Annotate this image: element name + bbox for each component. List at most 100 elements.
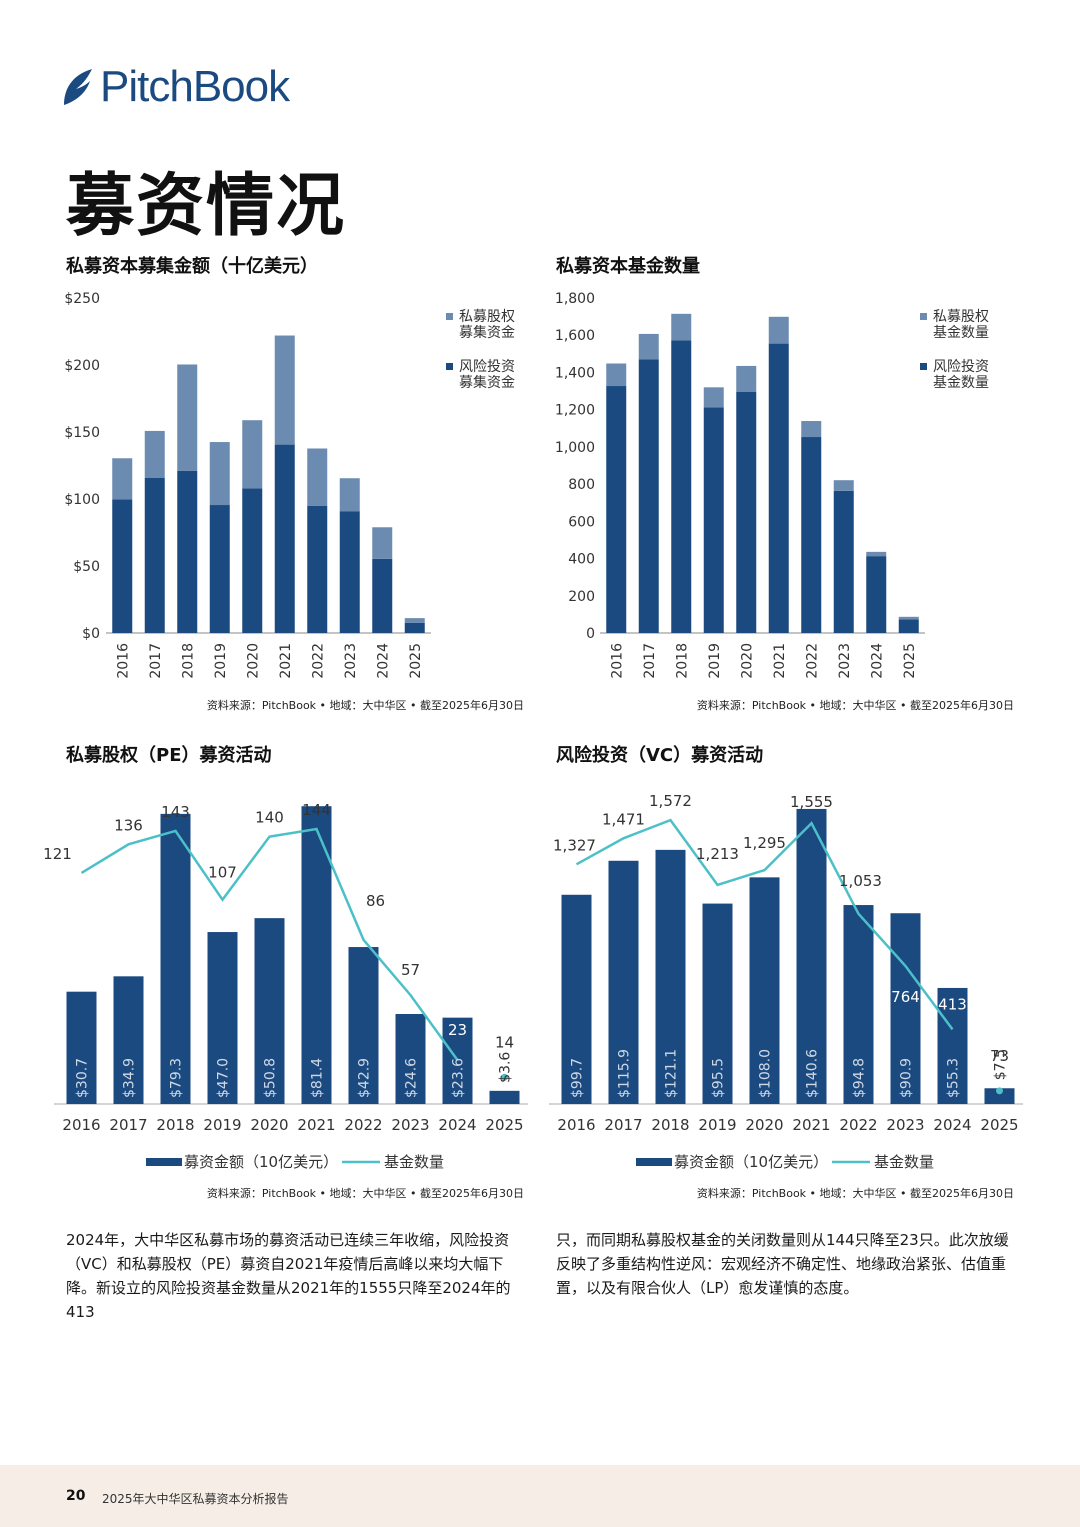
line-value-label: 86 — [366, 892, 385, 910]
bar-segment-vc — [177, 470, 198, 633]
y-tick-label: 1,200 — [555, 403, 595, 419]
bar — [749, 877, 780, 1104]
body-paragraph-left: 2024年，大中华区私募市场的募资活动已连续三年收缩，风险投资（VC）和私募股权… — [66, 1231, 511, 1321]
x-tick-label: 2017 — [642, 643, 658, 679]
bar-value-label: $115.9 — [617, 1049, 633, 1098]
bar — [796, 808, 827, 1104]
chart-vc-activity: 2016 2017 2018 2019 2020 2021 2022 2023 2024 2025… — [549, 792, 1023, 1171]
bar-segment-vc — [404, 622, 425, 633]
x-tick-label: 2018 — [674, 643, 690, 679]
chart-fund-count: 0 200 400 600 800 1,000 1,200 1,400 1,600 1,800 20… — [555, 291, 989, 679]
bar — [937, 987, 968, 1104]
y-tick-label: $100 — [64, 492, 100, 508]
y-tick-label: 600 — [568, 514, 595, 530]
bar-value-label: $7.5 — [993, 1049, 1009, 1080]
bar-segment-vc — [833, 490, 854, 633]
bar — [843, 905, 874, 1104]
bar-segment-pe — [177, 364, 198, 471]
fund-count-point — [996, 1087, 1003, 1095]
source-note-2: 资料来源：PitchBook • 地域：大中华区 • 截至2025年6月30日 — [696, 699, 1014, 712]
fund-count-line — [80, 827, 459, 1061]
bar-value-label: $81.4 — [310, 1058, 326, 1098]
x-tick-label: 2022 — [344, 1116, 382, 1134]
bar-segment-pe — [866, 551, 887, 557]
bar-segment-vc — [801, 437, 822, 633]
bar-segment-vc — [372, 558, 393, 633]
pitchbook-leaf-icon — [64, 69, 92, 105]
bar-segment-pe — [768, 316, 789, 344]
x-tick-label: 2018 — [180, 643, 196, 679]
bar-segment-pe — [404, 618, 425, 623]
y-tick-label: 1,400 — [555, 365, 595, 381]
line-value-label: 764 — [891, 988, 920, 1006]
x-tick-label: 2024 — [375, 643, 391, 679]
legend-swatch-bar — [146, 1158, 182, 1166]
bar-segment-pe — [112, 458, 133, 500]
bar-value-label: $99.7 — [570, 1058, 586, 1098]
bar — [655, 849, 686, 1104]
body-paragraph-right: 只，而同期私募股权基金的关闭数量则从144只降至23只。此次放缓反映了多重结构性… — [556, 1231, 1009, 1297]
x-tick-label: 2019 — [203, 1116, 241, 1134]
bar-segment-vc — [274, 444, 295, 633]
y-tick-label: 1,600 — [555, 328, 595, 344]
chart-pe-activity: 2016 2017 2018 2019 2020 2021 2022 2023 2024 2025… — [43, 801, 528, 1171]
x-tick-label: 2016 — [609, 643, 625, 679]
bar — [207, 932, 238, 1104]
bar-segment-vc — [307, 505, 328, 633]
legend-label-line2: 基金数量 — [933, 374, 989, 391]
bar — [442, 1017, 473, 1104]
line-value-label: 1,555 — [790, 793, 833, 811]
x-tick-label: 2020 — [745, 1116, 783, 1134]
bar-segment-vc — [866, 556, 887, 633]
bar-segment-pe — [801, 421, 822, 438]
bar — [66, 991, 97, 1104]
bar-segment-vc — [638, 359, 659, 633]
bar-segment-vc — [768, 343, 789, 633]
x-tick-label: 2016 — [62, 1116, 100, 1134]
bar — [890, 913, 921, 1104]
source-note-1: 资料来源：PitchBook • 地域：大中华区 • 截至2025年6月30日 — [206, 699, 524, 712]
x-tick-label: 2017 — [109, 1116, 147, 1134]
bar — [395, 1014, 426, 1104]
x-tick-label: 2020 — [250, 1116, 288, 1134]
y-tick-label: 1,800 — [555, 291, 595, 307]
bar-value-label: $42.9 — [357, 1058, 373, 1098]
line-value-label: 1,213 — [696, 845, 739, 863]
bar — [984, 1088, 1015, 1104]
x-tick-label: 2025 — [408, 643, 424, 679]
bar-value-label: $34.9 — [122, 1058, 138, 1098]
y-tick-label: $50 — [73, 559, 100, 575]
line-value-label: 1,572 — [649, 792, 692, 810]
chart-capital-raised: $0 $50 $100 $150 $200 $250 2016 2017 2018 2019 202… — [64, 291, 515, 679]
x-tick-label: 2016 — [557, 1116, 595, 1134]
bar-segment-pe — [372, 527, 393, 559]
bar-segment-pe — [703, 387, 724, 408]
chart-title-vc: 风险投资（VC）募资活动 — [556, 745, 764, 766]
x-tick-label: 2019 — [213, 643, 229, 679]
bar — [254, 918, 285, 1104]
x-tick-label: 2020 — [245, 643, 261, 679]
brand-name: PitchBook — [100, 62, 290, 111]
x-tick-label: 2025 — [980, 1116, 1018, 1134]
x-tick-label: 2017 — [148, 643, 164, 679]
bar-segment-vc — [898, 619, 919, 633]
bar — [348, 947, 379, 1104]
bar-value-label: $47.0 — [216, 1058, 232, 1098]
x-tick-label: 2022 — [839, 1116, 877, 1134]
legend-label-line1: 风险投资 — [933, 359, 989, 375]
y-tick-label: 400 — [568, 552, 595, 568]
fund-count-point — [501, 1073, 508, 1081]
bar-segment-pe — [833, 480, 854, 491]
footer: 20 2025年大中华区私募资本分析报告 — [0, 1465, 1080, 1527]
bar — [113, 976, 144, 1104]
line-value-label: 121 — [43, 845, 72, 863]
legend-label-line2: 募集资金 — [459, 374, 515, 391]
bar-segment-vc — [671, 340, 692, 633]
y-tick-label: 200 — [568, 589, 595, 605]
x-tick-label: 2017 — [604, 1116, 642, 1134]
bar-value-label: $30.7 — [75, 1058, 91, 1098]
x-tick-label: 2023 — [886, 1116, 924, 1134]
bar-value-label: $95.5 — [711, 1058, 727, 1098]
x-tick-label: 2023 — [343, 643, 359, 679]
legend-label-line1: 私募股权 — [459, 309, 515, 325]
